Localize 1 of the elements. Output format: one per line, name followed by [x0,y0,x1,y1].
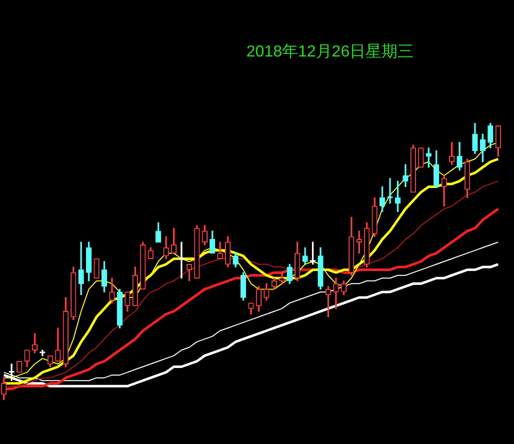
chart-title: 2018年12月26日星期三 [246,42,414,60]
